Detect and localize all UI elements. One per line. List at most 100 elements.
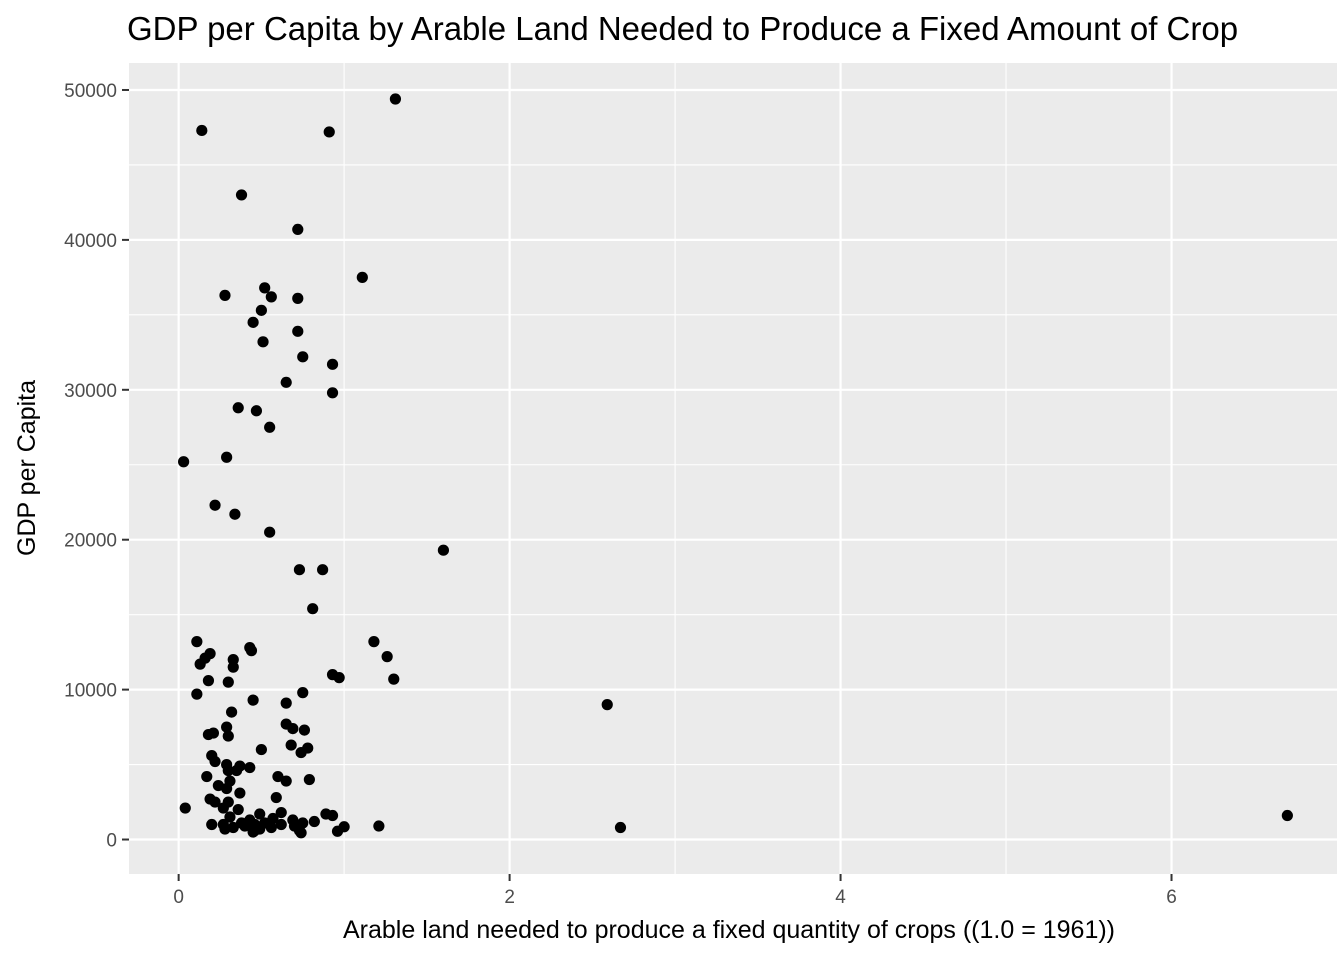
data-point: [234, 787, 246, 799]
data-point: [209, 499, 221, 511]
data-point: [280, 697, 292, 709]
data-point: [297, 351, 309, 363]
data-point: [331, 825, 344, 837]
data-point: [222, 676, 234, 688]
data-point: [373, 820, 385, 832]
data-point: [287, 722, 299, 735]
data-point: [219, 289, 231, 301]
data-point: [201, 770, 213, 783]
data-point: [264, 526, 276, 538]
data-point: [326, 809, 339, 822]
chart-title: GDP per Capita by Arable Land Needed to …: [127, 10, 1238, 47]
data-point: [267, 812, 279, 825]
data-point: [191, 636, 203, 648]
data-point: [206, 818, 218, 831]
data-point: [368, 636, 380, 648]
data-point: [356, 271, 368, 283]
data-point: [292, 292, 304, 304]
data-point: [272, 770, 284, 783]
data-point: [254, 808, 266, 820]
data-point: [202, 675, 215, 687]
data-point: [333, 672, 345, 684]
data-point: [247, 826, 259, 838]
data-point: [601, 699, 613, 711]
y-tick-label: 10000: [64, 681, 117, 702]
data-point: [209, 796, 221, 808]
data-point: [227, 821, 239, 834]
data-point: [389, 93, 402, 105]
y-axis-ticks: 0 10000 20000 30000 40000 50000: [64, 81, 129, 852]
data-point: [326, 387, 339, 399]
data-point: [259, 282, 271, 294]
data-point: [275, 818, 287, 831]
data-point: [255, 743, 267, 756]
data-point: [239, 820, 251, 832]
data-point: [297, 687, 309, 699]
data-point: [247, 694, 259, 706]
data-point: [247, 316, 259, 328]
data-point: [232, 402, 244, 414]
data-point: [194, 658, 206, 670]
data-point: [292, 325, 304, 337]
data-point: [280, 775, 292, 787]
data-point: [224, 811, 236, 823]
data-point: [209, 755, 221, 768]
data-point: [326, 358, 339, 370]
data-point: [381, 651, 393, 663]
data-point: [191, 688, 203, 700]
x-tick-label: 2: [504, 887, 515, 908]
data-point: [295, 746, 307, 759]
data-point: [221, 451, 233, 463]
data-point: [437, 544, 450, 556]
y-tick-label: 30000: [64, 381, 117, 402]
data-point: [317, 564, 329, 576]
data-point: [250, 405, 263, 417]
y-tick-label: 40000: [64, 231, 117, 252]
y-tick-label: 20000: [64, 531, 117, 552]
data-point: [222, 730, 234, 742]
data-point: [614, 821, 627, 834]
panel-background: [129, 63, 1337, 874]
x-axis-title: Arable land needed to produce a fixed qu…: [343, 916, 1115, 944]
data-point: [221, 721, 233, 733]
x-tick-label: 0: [173, 887, 184, 908]
data-point: [270, 791, 282, 804]
data-point: [295, 827, 307, 839]
data-point: [222, 764, 234, 777]
data-point: [265, 821, 277, 834]
data-point: [217, 802, 229, 814]
data-point: [225, 706, 238, 718]
minor-gridlines: [129, 63, 1337, 874]
x-tick-label: 6: [1166, 887, 1177, 908]
data-point: [229, 508, 241, 520]
data-point: [232, 803, 244, 816]
data-point: [285, 739, 297, 751]
data-point: [235, 189, 248, 201]
data-point: [179, 802, 191, 814]
data-point: [178, 456, 190, 468]
data-point: [275, 806, 287, 819]
data-point: [230, 764, 243, 777]
data-point: [293, 564, 306, 576]
data-point: [303, 773, 315, 786]
data-point: [245, 645, 258, 657]
data-point: [244, 761, 256, 774]
data-points: [178, 93, 1293, 839]
x-axis-ticks: 0 2 4 6: [173, 874, 1177, 908]
data-point: [298, 724, 311, 736]
data-point: [227, 661, 239, 673]
data-point: [264, 421, 276, 433]
data-point: [257, 336, 269, 348]
x-tick-label: 4: [835, 887, 846, 908]
y-tick-label: 0: [106, 831, 117, 852]
y-axis-title: GDP per Capita: [13, 380, 41, 556]
data-point: [388, 673, 400, 685]
y-tick-label: 50000: [64, 81, 117, 102]
data-point: [1281, 809, 1293, 822]
data-point: [323, 126, 335, 138]
data-point: [221, 782, 233, 795]
data-point: [280, 376, 292, 388]
data-point: [255, 304, 267, 316]
data-point: [196, 124, 208, 137]
